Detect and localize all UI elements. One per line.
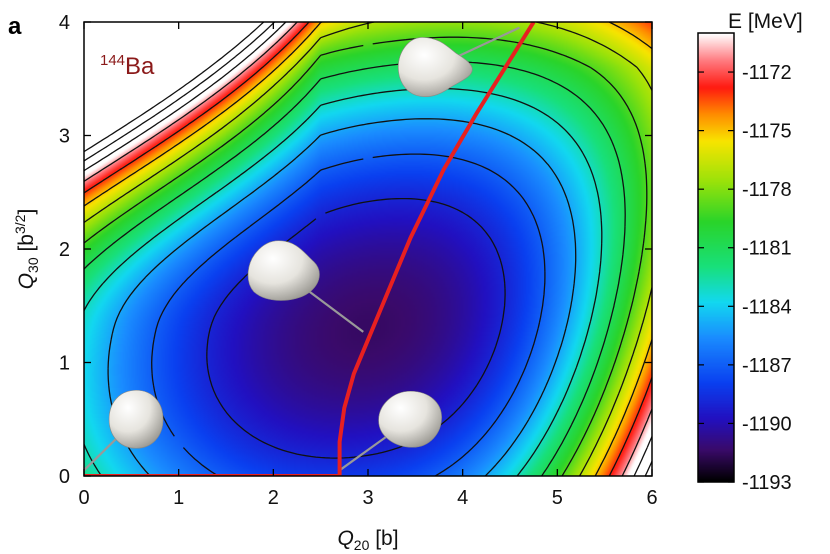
heatmap-image: [84, 22, 652, 476]
heatmap: [84, 22, 652, 476]
y-tick-label: 3: [59, 126, 70, 148]
contour-line: [84, 22, 652, 476]
nucleus-label: 144Ba: [100, 52, 155, 80]
colorbar-tick-label: -1190: [742, 413, 792, 435]
x-tick-label: 0: [78, 487, 89, 509]
panel-letter: a: [8, 13, 22, 40]
y-tick-label: 0: [59, 466, 70, 488]
x-axis-unit: [b]: [369, 527, 398, 550]
colorbar-tick-label: -1187: [742, 355, 792, 377]
contour-line: [84, 22, 652, 476]
colorbar-frame: [697, 32, 735, 483]
colorbar: E [MeV] -1172-1175-1178-1181-1184-1187-1…: [697, 10, 803, 494]
y-axis-title: Q30 [b3/2]: [12, 209, 41, 290]
nucleus-shape-octupole-minimum: [247, 240, 320, 301]
colorbar-gradient: [698, 33, 734, 482]
fission-path-line: [84, 22, 536, 476]
nucleus-shape-sphere: [108, 389, 164, 449]
x-tick-label: 4: [457, 487, 468, 509]
y-axis-unit-power: 3/2: [12, 214, 28, 234]
colorbar-tick-label: -1193: [742, 472, 792, 494]
y-axis-symbol: Q: [15, 273, 38, 289]
colorbar-tick-label: -1178: [742, 179, 792, 201]
y-tick-label: 2: [59, 239, 70, 261]
nuclear-shapes: [108, 37, 473, 449]
colorbar-tick-label: -1172: [742, 62, 792, 84]
contour-lines: [84, 22, 652, 476]
y-axis-ticks: 0 1 2 3 4: [59, 12, 652, 488]
contour-line: [151, 153, 546, 476]
colorbar-tick-label: -1175: [742, 121, 792, 143]
colorbar-title: E [MeV]: [728, 10, 803, 33]
x-axis-ticks: 0 1 2 3 4 5 6: [78, 22, 658, 509]
contour-line: [84, 22, 652, 476]
x-axis-title: Q20 [b]: [337, 527, 398, 553]
x-tick-label: 3: [362, 487, 373, 509]
y-tick-label: 4: [59, 12, 70, 34]
x-axis-symbol: Q: [337, 527, 353, 550]
x-tick-label: 6: [646, 487, 657, 509]
nucleus-shape-pear-elongated: [397, 37, 473, 97]
x-axis-subscript: 20: [354, 537, 370, 553]
contour-line: [84, 22, 652, 476]
y-tick-label: 1: [59, 353, 70, 375]
nucleus-shape-quadrupole-deformed: [378, 390, 442, 448]
y-axis-unit-close: ]: [15, 209, 38, 215]
x-tick-label: 5: [552, 487, 563, 509]
colorbar-tick-label: -1184: [742, 296, 792, 318]
nucleus-mass-number: 144: [100, 52, 125, 69]
y-axis-subscript: 30: [25, 257, 41, 273]
nucleus-element: Ba: [125, 53, 155, 80]
x-tick-label: 2: [268, 487, 279, 509]
contour-line: [84, 60, 626, 476]
x-tick-label: 1: [173, 487, 184, 509]
y-axis-unit-open: [b: [15, 234, 38, 257]
contour-line: [84, 22, 265, 153]
contour-line: [84, 87, 603, 476]
contour-line: [84, 22, 652, 476]
colorbar-tick-label: -1181: [742, 238, 792, 260]
colorbar-ticks: -1172 -1175 -1178 -1181 -1184 -1187 -1190 -1193: [698, 62, 792, 494]
